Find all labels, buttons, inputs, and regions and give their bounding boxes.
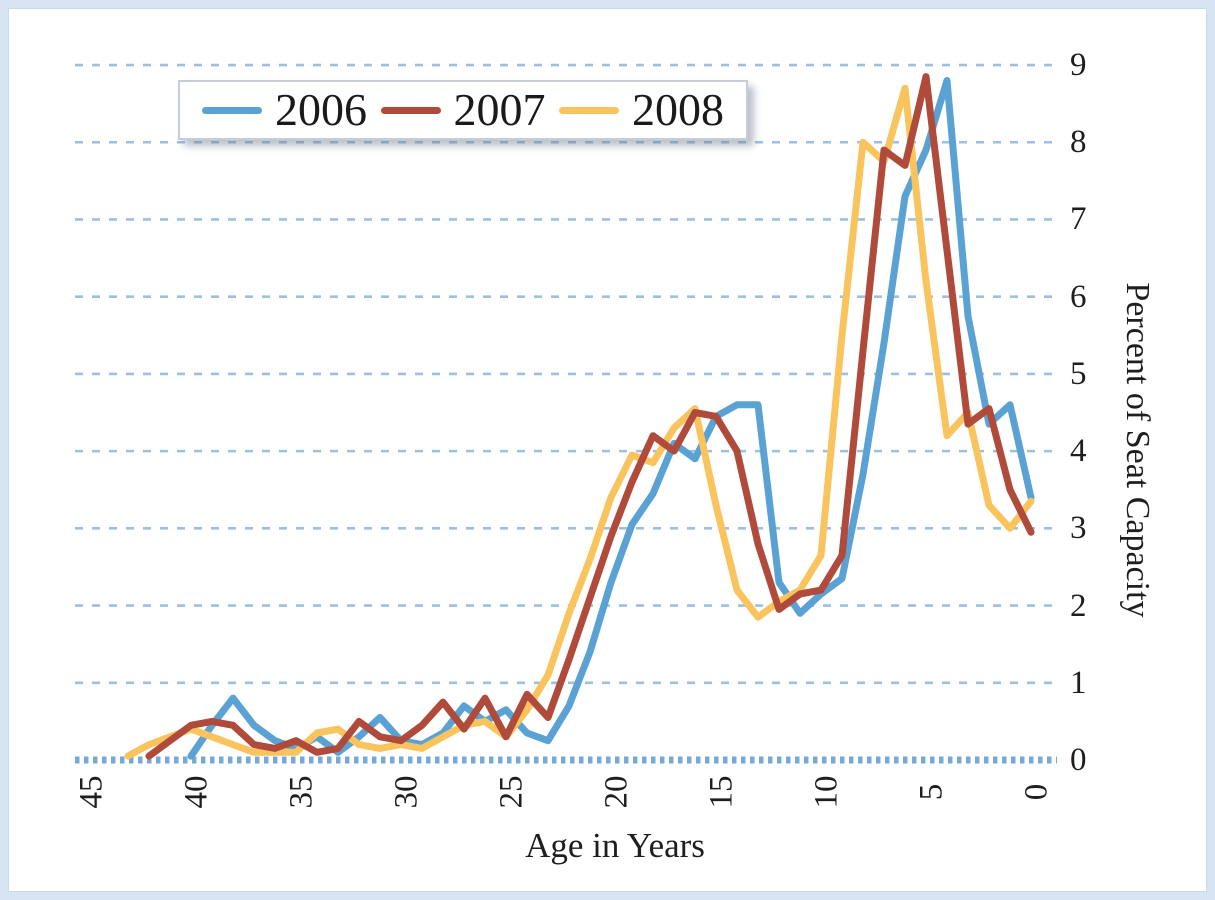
y-axis-title: Percent of Seat Capacity <box>1119 282 1156 618</box>
x-axis-title: Age in Years <box>525 826 705 865</box>
x-tick-label-5: 5 <box>913 783 950 801</box>
x-tick-label-15: 15 <box>703 775 740 809</box>
y-tick-label-4: 4 <box>1070 433 1087 470</box>
legend-item-2006: 2006 <box>202 87 367 133</box>
x-tick-label-45: 45 <box>73 775 110 809</box>
legend-label-2008: 2008 <box>632 84 724 135</box>
legend-label-2006: 2006 <box>275 84 367 135</box>
x-tick-label-25: 25 <box>493 775 530 809</box>
legend-swatch-2006-icon <box>202 106 262 114</box>
x-tick-label-20: 20 <box>598 775 635 809</box>
y-tick-label-1: 1 <box>1070 664 1087 701</box>
x-tick-label-35: 35 <box>283 775 320 809</box>
y-tick-label-8: 8 <box>1070 124 1087 161</box>
y-tick-label-9: 9 <box>1070 47 1087 84</box>
legend-label-2007: 2007 <box>453 84 546 135</box>
series-line-2008 <box>124 84 1035 760</box>
legend-swatch-2007-icon <box>380 106 441 114</box>
legend-swatch-2008-icon <box>559 106 619 114</box>
y-tick-label-6: 6 <box>1070 278 1087 315</box>
y-tick-label-7: 7 <box>1070 201 1087 238</box>
legend-item-2008: 2008 <box>559 87 724 133</box>
x-tick-label-10: 10 <box>808 775 845 809</box>
y-tick-label-0: 0 <box>1070 742 1087 778</box>
x-tick-label-40: 40 <box>178 775 215 809</box>
series-line-2006 <box>187 77 1035 760</box>
y-tick-label-5: 5 <box>1070 355 1087 392</box>
y-tick-label-2: 2 <box>1070 587 1087 624</box>
x-tick-label-30: 30 <box>388 775 425 809</box>
legend: 2006 2007 2008 <box>178 80 748 140</box>
series-line-2007 <box>145 73 1035 760</box>
legend-item-2007: 2007 <box>380 84 546 135</box>
y-tick-label-3: 3 <box>1070 510 1087 547</box>
x-tick-label-0: 0 <box>1018 783 1055 801</box>
